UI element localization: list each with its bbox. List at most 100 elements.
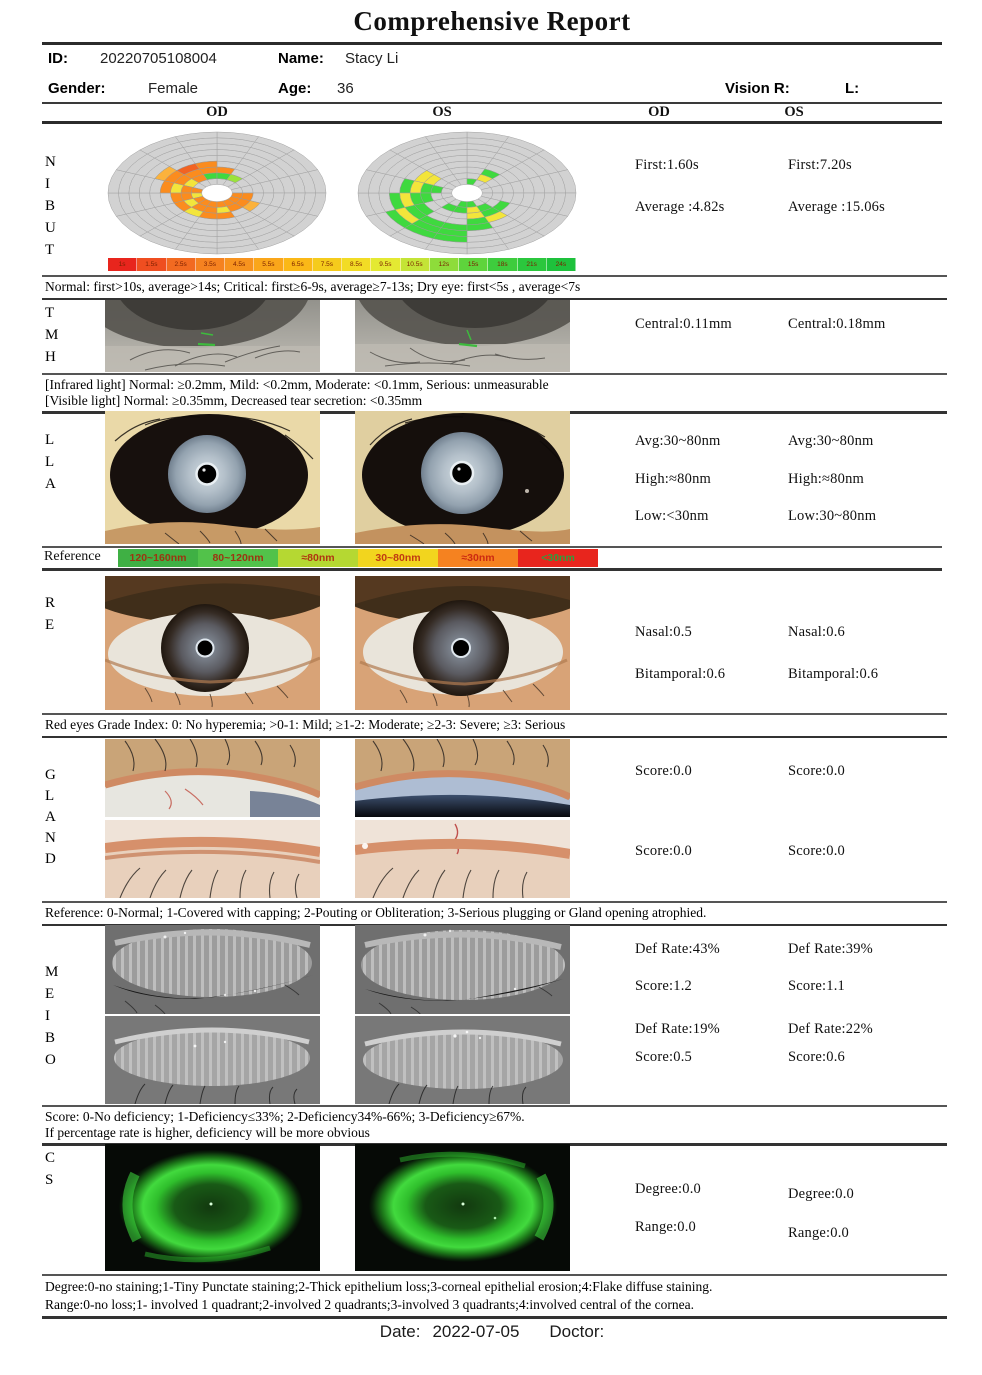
nibut-od-polar-chart [107, 131, 327, 255]
re-os-nasal: Nasal:0.6 [788, 624, 845, 640]
lla-od-photo [105, 411, 320, 544]
lla-reference-bar: Reference 120~160nm 80~120nm ≈80nm 30~80nm ≈… [42, 546, 942, 571]
section-lla: L L A [42, 409, 942, 546]
id-label: ID: [48, 50, 68, 67]
id-value: 20220705108004 [100, 50, 217, 67]
col-os-images: OS [432, 104, 452, 120]
divider [42, 121, 942, 124]
meibo-od-def-upper: Def Rate:43% [635, 941, 720, 957]
date-label: Date: [379, 1322, 421, 1341]
section-meibo: M E I B O [42, 923, 942, 1106]
page-title: Comprehensive Report [353, 6, 631, 36]
nibut-scale-segment: 9.5s [371, 258, 401, 271]
nibut-scale-segment: 15s [459, 258, 489, 271]
tmh-reference: [Infrared light] Normal: ≥0.2mm, Mild: <… [42, 373, 947, 414]
col-od-images: OD [206, 104, 228, 120]
meibo-os-score-lower: Score:0.6 [788, 1049, 845, 1065]
divider [42, 102, 942, 104]
nibut-color-scale: 1s 1.5s 2.5s 3.5s 4.5s 5.5s 6.5s 7.5s 8.5s 9.5s 10… [108, 258, 576, 271]
section-nibut: N I B U T 1s 1.5s 2.5s 3.5s 4.5s 5.5s 6.5s 7.5s… [42, 127, 942, 275]
cs-os-range: Range:0.0 [788, 1225, 849, 1241]
section-re: R E Nasal:0.5 [42, 574, 942, 713]
patient-row-2: Gender: Female Age: 36 Vision R: L: [42, 80, 942, 102]
age-value: 36 [337, 80, 354, 97]
gland-os-score-upper: Score:0.0 [788, 763, 845, 779]
gender-label: Gender: [48, 80, 106, 97]
section-code-tmh: T M H [45, 305, 59, 365]
lla-od-avg: Avg:30~80nm [635, 433, 721, 449]
gland-os-score-lower: Score:0.0 [788, 843, 845, 859]
cs-os-photo [355, 1144, 570, 1271]
nibut-os-average: Average :15.06s [788, 199, 885, 215]
meibo-reference-note: If percentage rate is higher, deficiency… [45, 1124, 370, 1140]
cs-reference: Degree:0-no staining;1-Tiny Punctate sta… [42, 1274, 947, 1319]
name-label: Name: [278, 50, 324, 67]
tmh-reference-visible: [Visible light] Normal: ≥0.35mm, Decreas… [45, 392, 423, 408]
nibut-scale-segment: 18s [488, 258, 518, 271]
section-cs: C S Degree:0.0 Range:0.0 Degree:0.0 Rang… [42, 1141, 942, 1274]
tmh-os-central: Central:0.18mm [788, 316, 886, 332]
section-tmh: T M H Cent [42, 298, 942, 373]
nibut-scale-segment: 24s [546, 258, 576, 271]
nibut-scale-segment: 21s [517, 258, 547, 271]
col-od-values: OD [648, 104, 670, 120]
section-code-lla: L L A [45, 432, 56, 492]
meibo-reference-score: Score: 0-No deficiency; 1-Deficiency≤33%… [45, 1109, 525, 1124]
gland-od-lower-photo [105, 820, 320, 898]
nibut-scale-segment: 12s [429, 258, 459, 271]
re-od-bitamporal: Bitamporal:0.6 [635, 666, 726, 682]
gland-reference-text: Reference: 0-Normal; 1-Covered with capp… [45, 905, 707, 920]
meibo-os-score-upper: Score:1.1 [788, 978, 845, 994]
nibut-scale-segment: 5.5s [254, 258, 284, 271]
tmh-od-photo [105, 300, 320, 372]
gland-od-score-upper: Score:0.0 [635, 763, 692, 779]
gland-reference: Reference: 0-Normal; 1-Covered with capp… [42, 901, 947, 926]
meibo-od-score-lower: Score:0.5 [635, 1049, 692, 1065]
lla-reference-segment: 80~120nm [198, 549, 278, 567]
meibo-reference: Score: 0-No deficiency; 1-Deficiency≤33%… [42, 1105, 947, 1146]
meibo-os-upper-photo [355, 925, 570, 1014]
meibo-od-lower-photo [105, 1016, 320, 1104]
lla-os-low: Low:30~80nm [788, 508, 877, 524]
nibut-reference: Normal: first>10s, average>14s; Critical… [42, 275, 947, 300]
cs-reference-degree: Degree:0-no staining;1-Tiny Punctate sta… [45, 1279, 713, 1294]
nibut-scale-segment: 4.5s [225, 258, 255, 271]
meibo-od-upper-photo [105, 925, 320, 1014]
gender-value: Female [148, 80, 199, 97]
nibut-od-first: First:1.60s [635, 157, 699, 173]
meibo-od-def-lower: Def Rate:19% [635, 1021, 720, 1037]
nibut-scale-segment: 1.5s [137, 258, 167, 271]
age-label: Age: [278, 80, 312, 97]
gland-od-score-lower: Score:0.0 [635, 843, 692, 859]
meibo-os-def-lower: Def Rate:22% [788, 1021, 873, 1037]
re-reference-text: Red eyes Grade Index: 0: No hyperemia; >… [45, 717, 566, 732]
re-reference: Red eyes Grade Index: 0: No hyperemia; >… [42, 713, 947, 738]
re-os-bitamporal: Bitamporal:0.6 [788, 666, 879, 682]
section-code-nibut: N I B U T [45, 154, 56, 258]
lla-reference-segment: ≈80nm [278, 549, 358, 567]
nibut-os-first: First:7.20s [788, 157, 852, 173]
lla-os-high: High:≈80nm [788, 471, 865, 487]
nibut-scale-segment: 1s [108, 258, 138, 271]
lla-reference-segment: <30nm [518, 549, 598, 567]
re-od-photo [105, 576, 320, 710]
column-header-row: OD OS OD OS [42, 104, 942, 122]
lla-reference-segments: 120~160nm 80~120nm ≈80nm 30~80nm ≈30nm <30nm [118, 549, 598, 567]
nibut-reference-text: Normal: first>10s, average>14s; Critical… [45, 279, 581, 294]
patient-row-1: ID: 20220705108004 Name: Stacy Li [42, 50, 942, 74]
cs-od-degree: Degree:0.0 [635, 1181, 702, 1197]
section-code-gland: G L A N D [45, 767, 56, 867]
lla-reference-segment: 120~160nm [118, 549, 198, 567]
lla-od-high: High:≈80nm [635, 471, 712, 487]
meibo-os-lower-photo [355, 1016, 570, 1104]
nibut-scale-segment: 6.5s [283, 258, 313, 271]
meibo-od-score-upper: Score:1.2 [635, 978, 692, 994]
re-od-nasal: Nasal:0.5 [635, 624, 692, 640]
vision-r-label: Vision R: [725, 80, 790, 97]
section-code-meibo: M E I B O [45, 964, 59, 1068]
lla-reference-label: Reference [44, 549, 101, 564]
gland-os-upper-photo [355, 739, 570, 817]
date-value: 2022-07-05 [432, 1322, 520, 1341]
tmh-os-photo [355, 300, 570, 372]
